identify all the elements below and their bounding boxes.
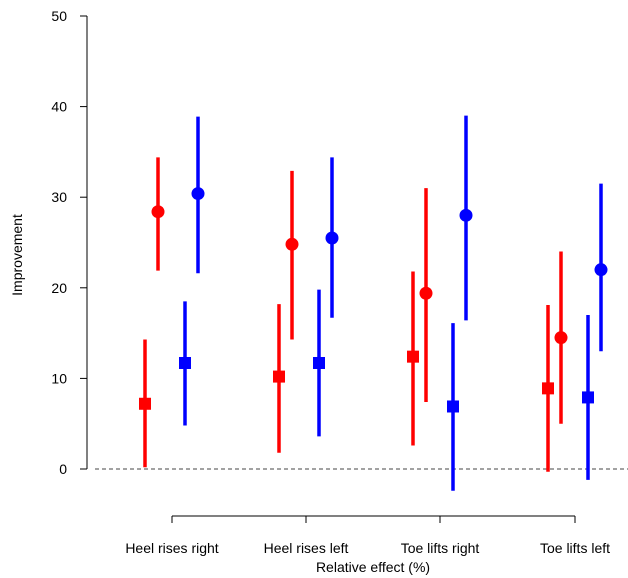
- y-tick-label: 50: [51, 8, 67, 24]
- y-tick-label: 30: [51, 189, 67, 205]
- data-point-square: [179, 356, 191, 369]
- data-point-circle: [419, 286, 433, 300]
- y-tick-label: 20: [51, 280, 67, 296]
- data-point-square: [407, 350, 419, 363]
- data-point-square: [273, 370, 285, 383]
- y-tick-label: 0: [59, 461, 67, 477]
- x-axis-title: Relative effect (%): [316, 559, 430, 575]
- y-tick-label: 10: [51, 370, 67, 386]
- x-tick-label: Heel rises left: [264, 540, 349, 556]
- data-point-circle: [554, 331, 568, 345]
- data-point-square: [542, 382, 554, 395]
- x-tick-label: Toe lifts left: [540, 540, 610, 556]
- x-tick-label: Toe lifts right: [401, 540, 480, 556]
- data-point-circle: [325, 231, 339, 245]
- data-point-circle: [151, 205, 165, 219]
- data-point-circle: [594, 263, 608, 277]
- data-point-circle: [459, 208, 473, 222]
- x-tick-label: Heel rises right: [125, 540, 218, 556]
- data-point-circle: [285, 237, 299, 251]
- data-point-square: [582, 391, 594, 404]
- y-tick-label: 40: [51, 99, 67, 115]
- data-point-square: [313, 356, 325, 369]
- data-point-circle: [191, 187, 205, 201]
- y-axis-title: Improvement: [9, 214, 25, 296]
- data-point-square: [447, 400, 459, 413]
- data-point-square: [139, 397, 151, 410]
